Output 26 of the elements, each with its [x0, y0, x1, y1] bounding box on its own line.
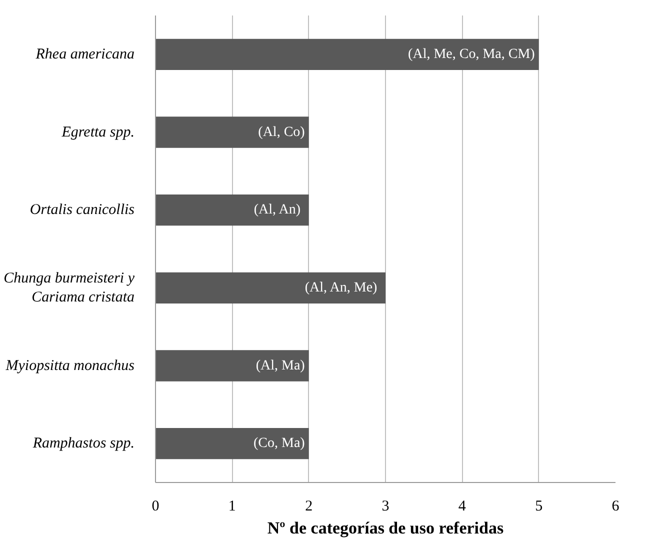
data-label: (Al, Co) — [258, 124, 306, 140]
x-tick-label: 4 — [458, 498, 466, 514]
x-tick-label: 5 — [535, 498, 543, 514]
y-tick-label: Ortalis canicollis — [30, 202, 135, 218]
data-label: (Al, Me, Co, Ma, CM) — [408, 46, 536, 62]
x-tick-label: 2 — [305, 498, 313, 514]
y-tick-label: Ramphastos spp. — [32, 436, 135, 452]
x-tick-label: 6 — [612, 498, 620, 514]
data-label: (Al, Ma) — [256, 358, 306, 374]
bar — [156, 116, 309, 148]
bar — [156, 350, 309, 382]
y-tick-label: Myiopsitta monachus — [4, 358, 135, 374]
y-tick-label: Chunga burmeisteri y Cariama cristata — [4, 270, 135, 306]
data-label: (Al, An) — [254, 202, 301, 218]
x-axis-title: Nº de categorías de uso referidas — [267, 518, 504, 538]
x-tick-label: 1 — [228, 498, 236, 514]
bar — [156, 194, 309, 226]
x-tick-label: 3 — [382, 498, 390, 514]
y-tick-label: Egretta spp. — [60, 124, 135, 140]
bar — [156, 428, 309, 460]
data-label: (Co, Ma) — [254, 436, 306, 452]
y-tick-label: Rhea americana — [34, 46, 135, 62]
x-tick-label: 0 — [152, 498, 160, 514]
bar — [156, 38, 539, 70]
data-label: (Al, An, Me) — [304, 280, 378, 296]
bar — [156, 272, 386, 304]
